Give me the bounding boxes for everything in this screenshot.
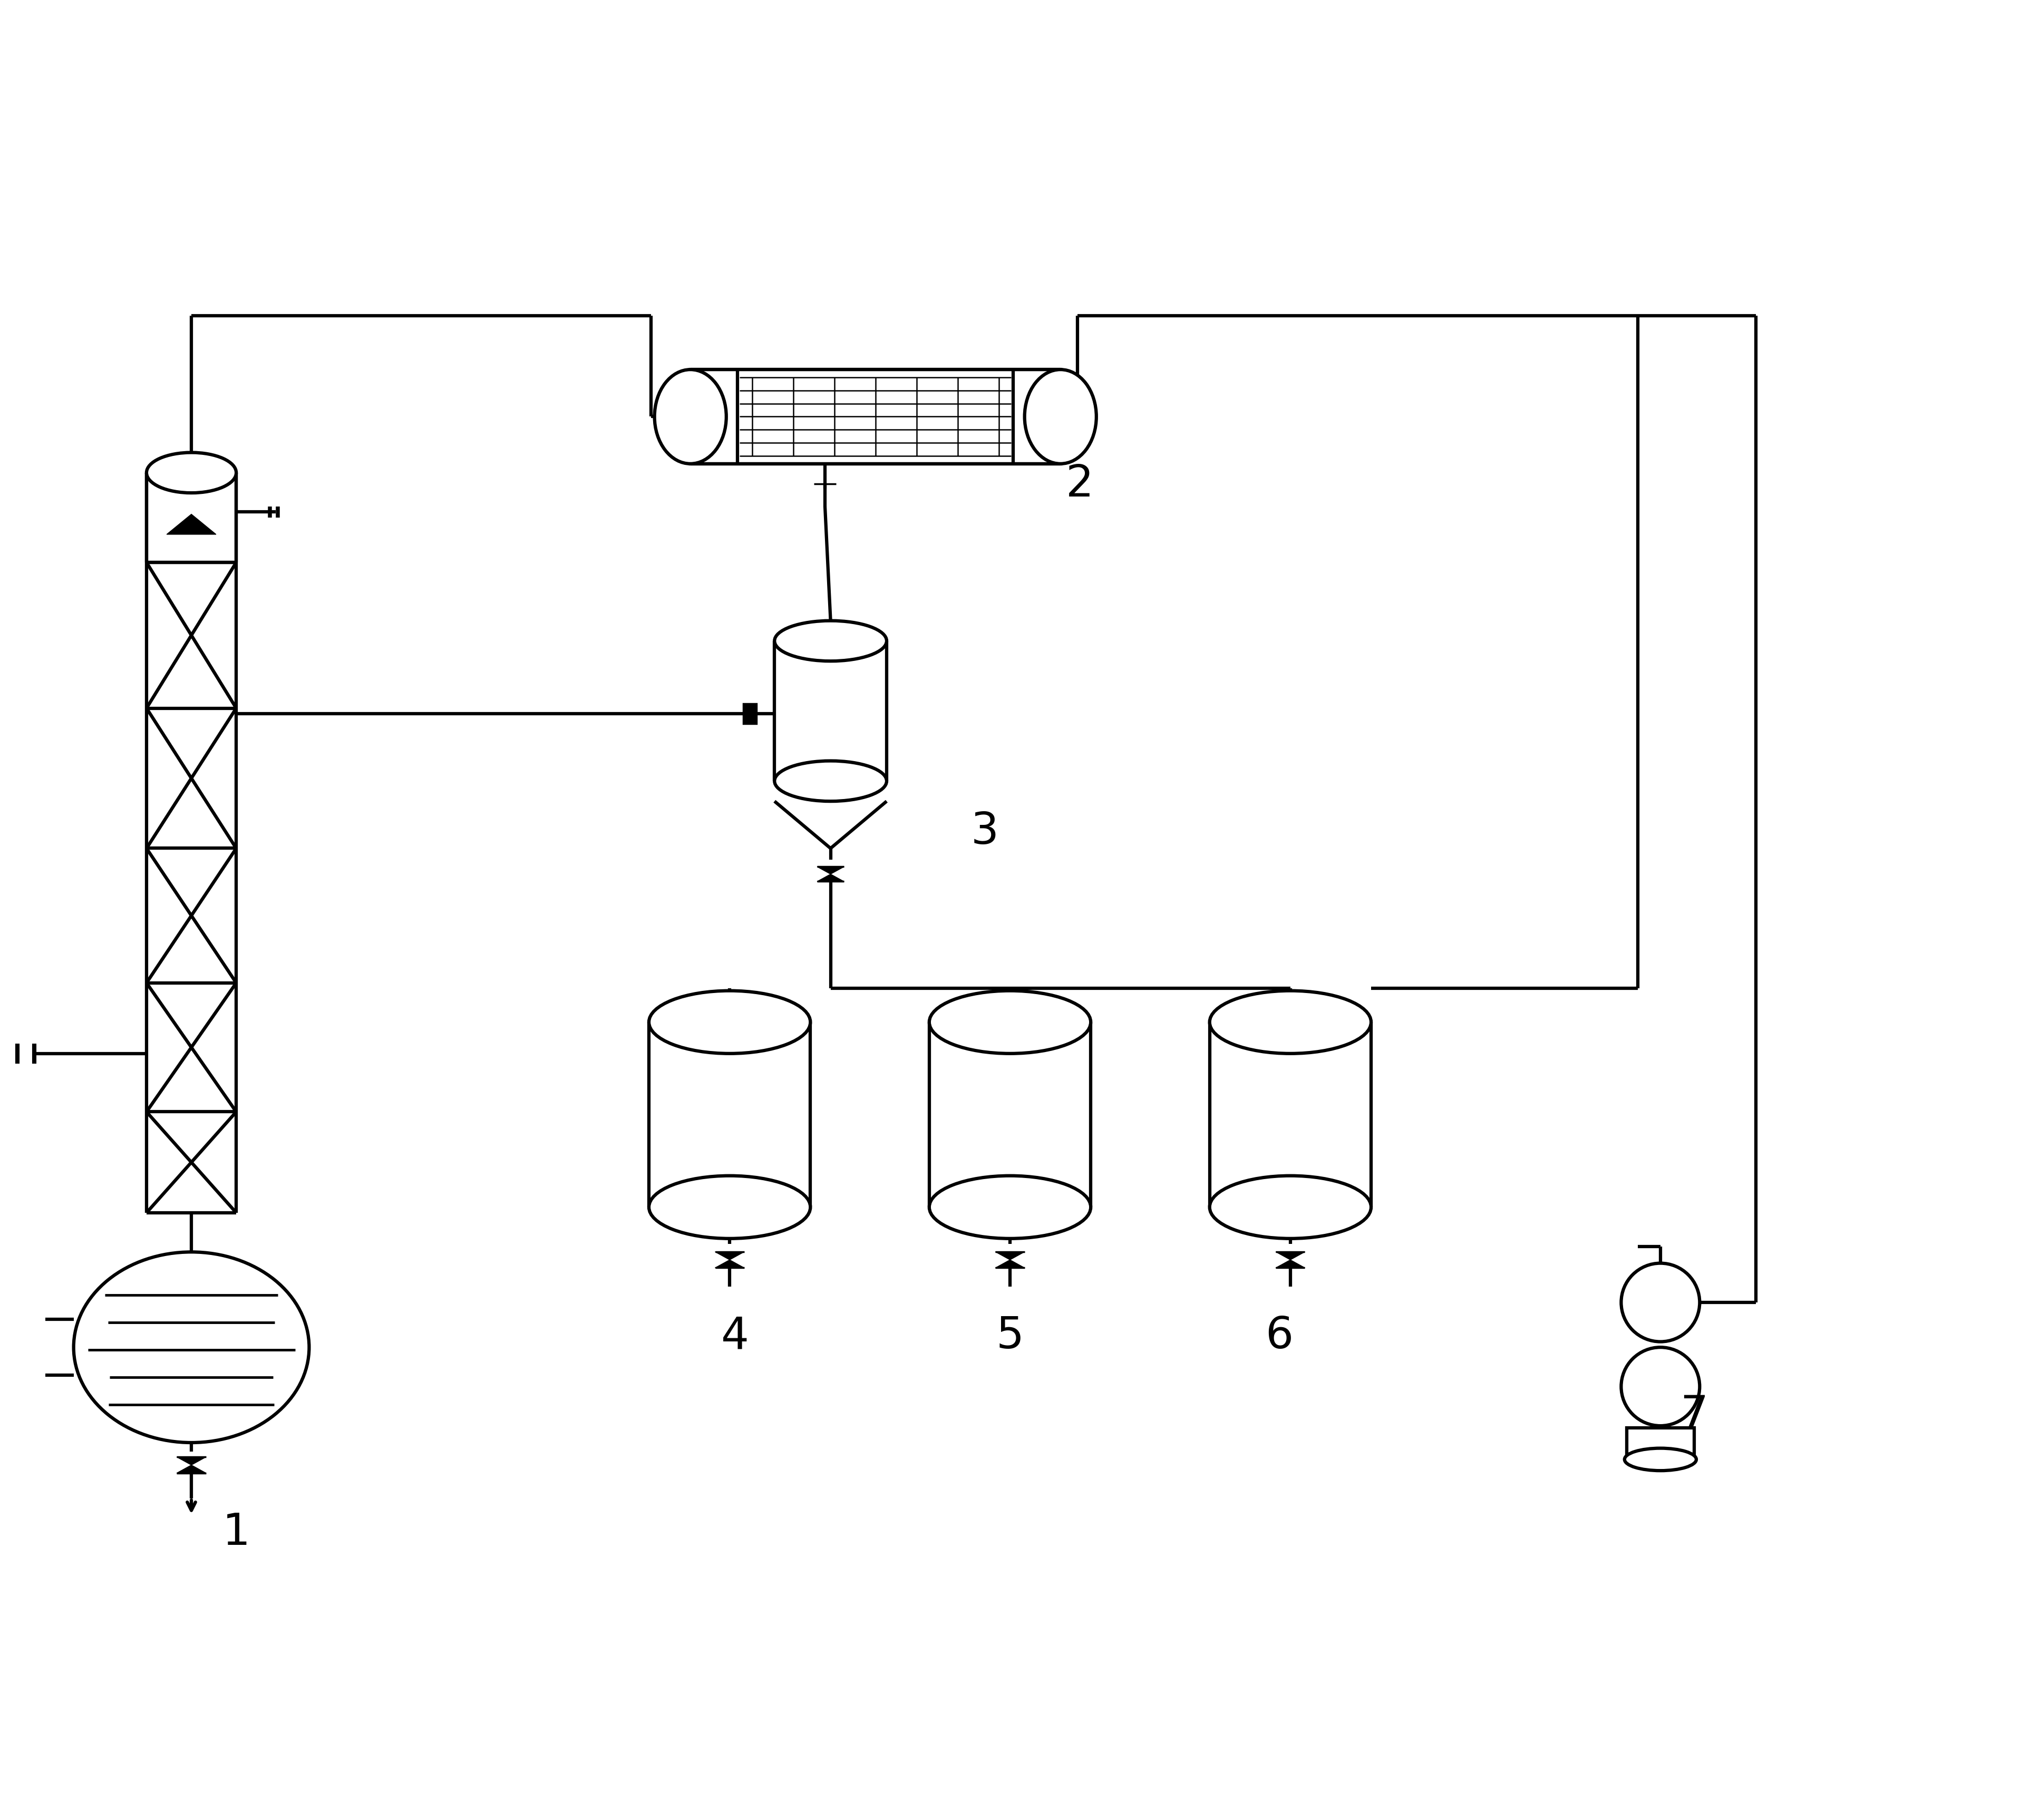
Polygon shape [178, 1458, 206, 1465]
Polygon shape [818, 874, 844, 881]
Bar [1626, 1429, 1695, 1460]
Polygon shape [996, 1259, 1024, 1269]
Bar [691, 369, 1060, 464]
Polygon shape [996, 1252, 1024, 1259]
Text: 2: 2 [1067, 462, 1095, 506]
Ellipse shape [1024, 369, 1097, 464]
Ellipse shape [1210, 1176, 1372, 1239]
Ellipse shape [147, 453, 236, 493]
Ellipse shape [654, 369, 727, 464]
Ellipse shape [929, 990, 1091, 1054]
Text: 6: 6 [1265, 1314, 1293, 1358]
Polygon shape [168, 515, 216, 535]
Ellipse shape [774, 761, 887, 801]
Polygon shape [1277, 1252, 1305, 1259]
Ellipse shape [1210, 990, 1372, 1054]
Circle shape [1622, 1347, 1699, 1425]
Text: 3: 3 [972, 810, 998, 854]
Text: 4: 4 [721, 1314, 749, 1358]
Ellipse shape [73, 1252, 309, 1443]
Ellipse shape [648, 1176, 810, 1239]
Text: 5: 5 [996, 1314, 1024, 1358]
Ellipse shape [929, 1176, 1091, 1239]
Ellipse shape [1624, 1449, 1697, 1471]
Ellipse shape [774, 621, 887, 661]
Ellipse shape [648, 990, 810, 1054]
Bar [743, 704, 758, 724]
Text: 1: 1 [222, 1511, 250, 1554]
Polygon shape [178, 1465, 206, 1472]
Polygon shape [818, 866, 844, 874]
Circle shape [1622, 1263, 1699, 1341]
Polygon shape [715, 1259, 743, 1269]
Polygon shape [715, 1252, 743, 1259]
Polygon shape [1277, 1259, 1305, 1269]
Text: 7: 7 [1681, 1394, 1709, 1436]
